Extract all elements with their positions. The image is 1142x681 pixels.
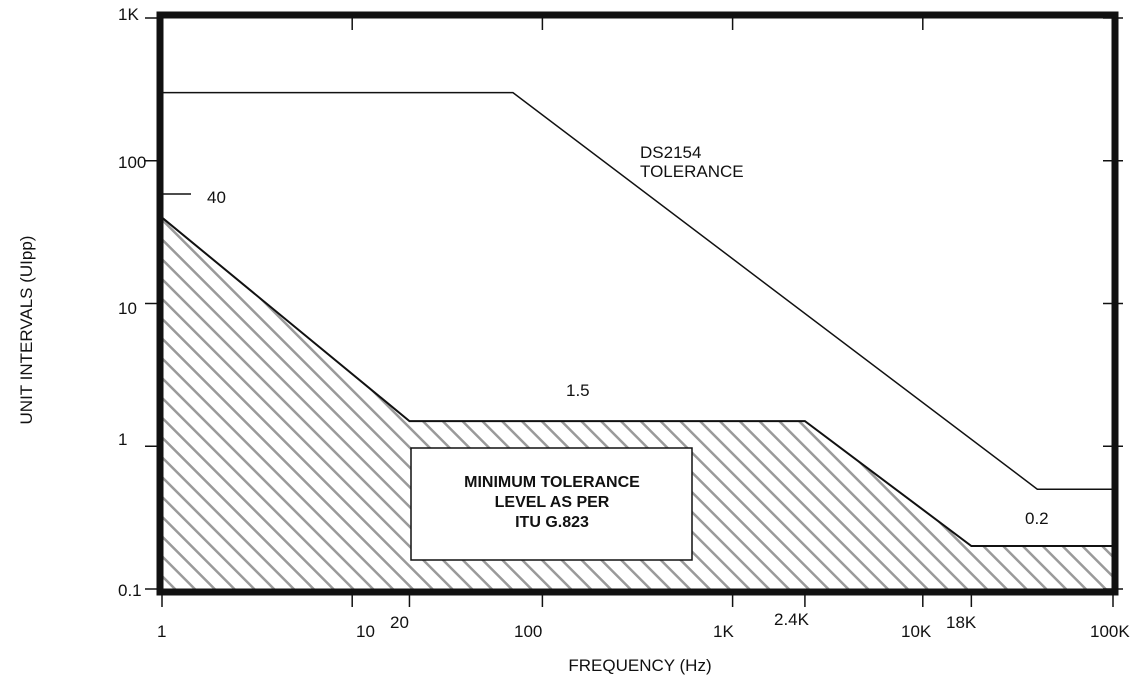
min-tolerance-line2: LEVEL AS PER [495,494,610,511]
y-tick-label-1k: 1K [118,5,139,24]
min-tolerance-box [410,447,693,561]
x-tick-label-10: 10 [356,622,375,641]
ds2154-label-line2: TOLERANCE [640,162,744,181]
curves [161,91,1113,548]
ds2154-label-line1: DS2154 [640,143,701,162]
x-tick-label-10k: 10K [901,622,932,641]
series-line-1 [161,216,1113,548]
value-label-40: 40 [207,188,226,207]
min-tolerance-line3: ITU G.823 [515,514,589,531]
x-tick-label-18k: 18K [946,613,977,632]
x-axis-title: FREQUENCY (Hz) [568,656,711,675]
y-tick-label-10: 10 [118,299,137,318]
y-tick-label-0-1: 0.1 [118,581,142,600]
y-axis-title: UNIT INTERVALS (UIpp) [17,236,36,425]
value-label-1-5: 1.5 [566,381,590,400]
x-tick-label-2-4k: 2.4K [774,610,810,629]
minimum-tolerance-region [162,217,1113,589]
x-tick-label-100: 100 [514,622,542,641]
y-tick-label-1: 1 [118,430,127,449]
y-tick-label-100: 100 [118,153,146,172]
min-tolerance-line1: MINIMUM TOLERANCE [464,474,640,491]
series-line-0 [162,91,1113,490]
x-tick-label-20: 20 [390,613,409,632]
x-tick-label-1: 1 [157,622,166,641]
x-tick-label-1k: 1K [713,622,734,641]
x-tick-label-100k: 100K [1090,622,1130,641]
hatched-area [162,217,1113,589]
axis-ticks [145,17,1123,607]
value-label-0-2: 0.2 [1025,509,1049,528]
